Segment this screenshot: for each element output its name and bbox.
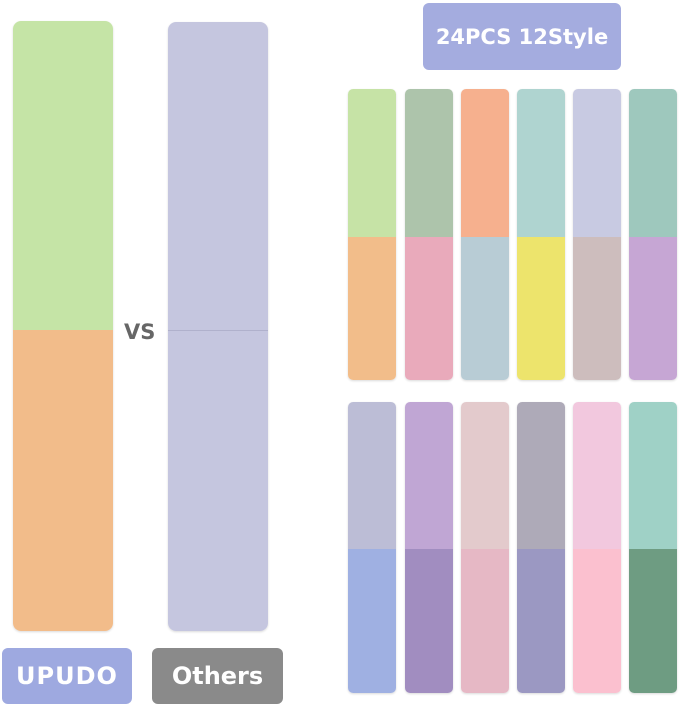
upudo-strip-bottom <box>13 330 113 631</box>
sticky-strip <box>348 89 396 380</box>
sticky-strip <box>461 402 509 693</box>
sticky-strip <box>348 402 396 693</box>
strip-bottom <box>629 549 677 693</box>
strip-top <box>348 89 396 237</box>
strip-bottom <box>461 237 509 380</box>
strip-top <box>517 402 565 549</box>
sticky-strip <box>405 89 453 380</box>
strip-bottom <box>461 549 509 693</box>
strip-bottom <box>405 237 453 380</box>
others-strip-top <box>168 22 268 331</box>
strip-top <box>405 402 453 549</box>
others-label: Others <box>152 648 283 704</box>
sticky-strip <box>573 89 621 380</box>
strip-top <box>461 89 509 237</box>
strip-bottom <box>629 237 677 380</box>
others-strip-bottom <box>168 331 268 631</box>
sticky-strip <box>629 89 677 380</box>
strip-bottom <box>348 237 396 380</box>
strip-top <box>517 89 565 237</box>
strip-bottom <box>405 549 453 693</box>
strip-top <box>573 402 621 549</box>
others-strip <box>168 22 268 631</box>
vs-text: VS <box>124 320 156 344</box>
title-badge: 24PCS 12Style <box>423 3 621 70</box>
sticky-strip <box>517 402 565 693</box>
strip-bottom <box>517 237 565 380</box>
strip-top <box>629 402 677 549</box>
strip-top <box>461 402 509 549</box>
sticky-strip <box>629 402 677 693</box>
upudo-strip-top <box>13 21 113 330</box>
strip-bottom <box>348 549 396 693</box>
strip-top <box>573 89 621 237</box>
sticky-strip <box>517 89 565 380</box>
sticky-strip <box>573 402 621 693</box>
strip-top <box>405 89 453 237</box>
strip-bottom <box>517 549 565 693</box>
strip-bottom <box>573 237 621 380</box>
strip-top <box>629 89 677 237</box>
strip-bottom <box>573 549 621 693</box>
sticky-strip <box>405 402 453 693</box>
upudo-strip <box>13 21 113 631</box>
upudo-brand-label: UPUDO <box>2 648 132 704</box>
sticky-strip <box>461 89 509 380</box>
strip-top <box>348 402 396 549</box>
